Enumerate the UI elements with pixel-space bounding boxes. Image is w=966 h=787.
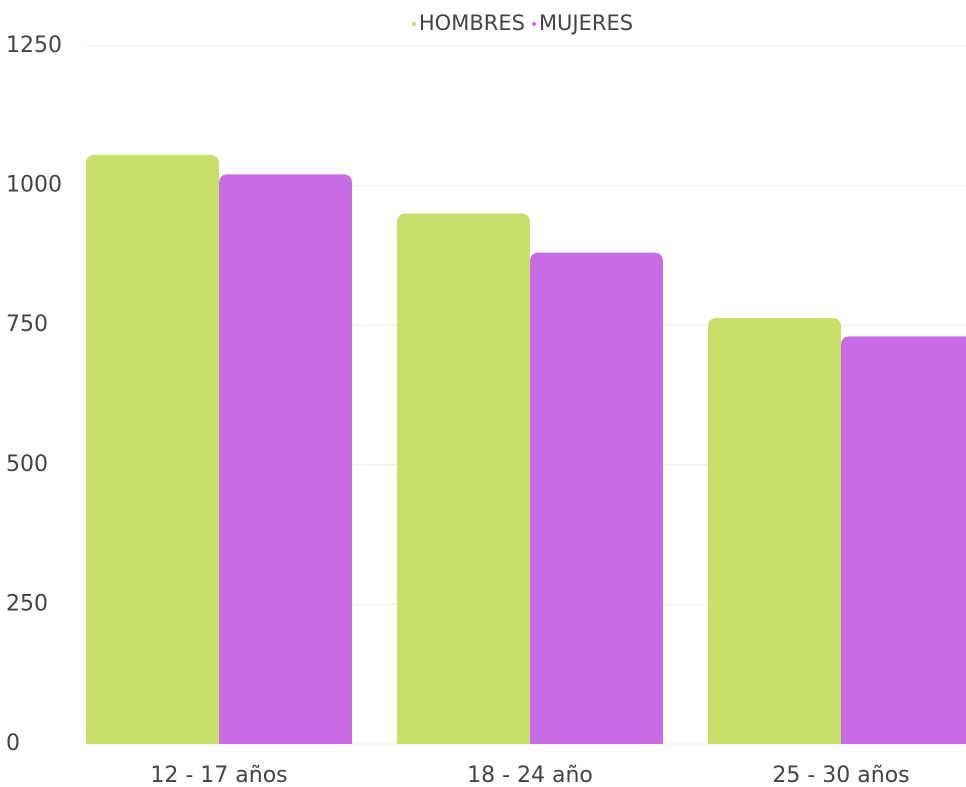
y-tick-label: 750: [6, 312, 48, 337]
y-tick-label: 500: [6, 452, 48, 477]
legend-marker: [411, 22, 416, 26]
bar: [219, 174, 352, 744]
bar: [708, 317, 841, 744]
bar: [530, 252, 663, 744]
legend-label: HOMBRES: [419, 11, 525, 35]
legend-marker: [531, 22, 536, 26]
bar: [397, 213, 530, 744]
legend-label: MUJERES: [539, 11, 633, 35]
x-tick-label: 18 - 24 año: [467, 763, 593, 787]
y-tick-label: 1250: [6, 33, 62, 58]
bar: [841, 336, 966, 744]
y-tick-label: 1000: [6, 173, 62, 198]
x-tick-label: 12 - 17 años: [150, 763, 287, 787]
y-tick-label: 250: [6, 591, 48, 616]
bar: [86, 154, 219, 744]
legend: HOMBRES MUJERES: [411, 11, 633, 35]
x-tick-label: 25 - 30 años: [772, 763, 909, 787]
y-tick-label: 0: [6, 731, 20, 756]
